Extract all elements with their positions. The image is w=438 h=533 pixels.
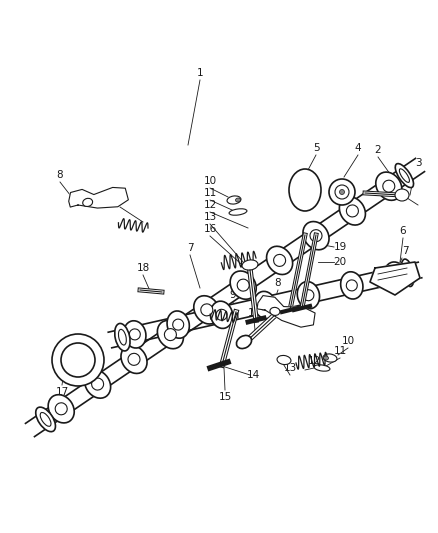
Ellipse shape (48, 394, 74, 423)
Ellipse shape (297, 281, 320, 309)
Text: 3: 3 (415, 158, 421, 168)
Text: 13: 13 (283, 363, 297, 373)
Text: 13: 13 (203, 212, 217, 222)
Ellipse shape (274, 254, 286, 266)
Ellipse shape (390, 270, 401, 281)
Ellipse shape (310, 230, 322, 241)
Ellipse shape (399, 169, 410, 182)
Ellipse shape (210, 301, 233, 328)
Ellipse shape (289, 169, 321, 211)
Text: 4: 4 (355, 143, 361, 153)
Text: 6: 6 (400, 226, 406, 236)
Polygon shape (25, 158, 424, 437)
Ellipse shape (401, 259, 414, 287)
Text: 7: 7 (187, 243, 193, 253)
Ellipse shape (329, 179, 355, 205)
Ellipse shape (55, 403, 67, 415)
Text: 19: 19 (333, 242, 346, 252)
Ellipse shape (395, 164, 413, 188)
Ellipse shape (303, 222, 329, 250)
Text: 15: 15 (219, 392, 232, 402)
Text: 12: 12 (307, 356, 321, 366)
Text: 14: 14 (246, 370, 260, 380)
Ellipse shape (303, 290, 314, 301)
Ellipse shape (314, 365, 330, 371)
Ellipse shape (324, 356, 328, 360)
Ellipse shape (121, 345, 147, 374)
Ellipse shape (167, 311, 189, 338)
Ellipse shape (404, 265, 411, 281)
Text: 18: 18 (136, 263, 150, 273)
Ellipse shape (236, 198, 240, 202)
Ellipse shape (384, 262, 406, 289)
Ellipse shape (346, 280, 357, 291)
Ellipse shape (270, 308, 280, 316)
Ellipse shape (61, 343, 95, 377)
Text: 16: 16 (203, 224, 217, 234)
Ellipse shape (115, 324, 130, 351)
Ellipse shape (216, 309, 227, 320)
Ellipse shape (339, 197, 365, 225)
Ellipse shape (85, 370, 111, 398)
Text: 17: 17 (55, 387, 69, 397)
Text: 11: 11 (333, 346, 346, 356)
Ellipse shape (237, 279, 249, 291)
Text: 2: 2 (374, 145, 381, 155)
Ellipse shape (227, 196, 241, 204)
Text: 11: 11 (203, 188, 217, 198)
Text: 20: 20 (333, 257, 346, 267)
Polygon shape (257, 296, 315, 327)
Polygon shape (69, 188, 128, 208)
Ellipse shape (267, 246, 293, 274)
Text: 10: 10 (203, 176, 216, 186)
Ellipse shape (83, 198, 92, 206)
Ellipse shape (194, 296, 220, 324)
Ellipse shape (341, 272, 363, 299)
Text: 16: 16 (247, 308, 261, 318)
Ellipse shape (383, 180, 395, 192)
Ellipse shape (335, 185, 349, 199)
Ellipse shape (40, 413, 51, 426)
Text: 9: 9 (230, 290, 237, 300)
Text: 1: 1 (197, 68, 203, 78)
Ellipse shape (277, 356, 291, 365)
Polygon shape (370, 262, 420, 295)
Ellipse shape (395, 189, 409, 201)
Ellipse shape (376, 172, 402, 200)
Text: 5: 5 (313, 143, 319, 153)
Ellipse shape (230, 271, 256, 299)
Ellipse shape (129, 329, 140, 340)
Text: 9: 9 (117, 195, 124, 205)
Ellipse shape (164, 329, 177, 341)
Ellipse shape (118, 329, 126, 345)
Ellipse shape (229, 209, 247, 215)
Ellipse shape (36, 407, 56, 432)
Ellipse shape (128, 353, 140, 365)
Polygon shape (108, 262, 422, 348)
Ellipse shape (346, 205, 358, 217)
Ellipse shape (157, 320, 184, 349)
Ellipse shape (173, 319, 184, 330)
Text: 7: 7 (402, 246, 408, 256)
Ellipse shape (339, 190, 345, 195)
Ellipse shape (201, 304, 213, 316)
Text: 10: 10 (342, 336, 355, 346)
Text: 12: 12 (203, 200, 217, 210)
Ellipse shape (254, 292, 276, 319)
Ellipse shape (92, 378, 104, 390)
Text: 8: 8 (57, 170, 64, 180)
Ellipse shape (259, 300, 271, 311)
Text: 8: 8 (275, 278, 281, 288)
Ellipse shape (242, 260, 258, 270)
Ellipse shape (124, 321, 146, 348)
Ellipse shape (237, 335, 251, 349)
Ellipse shape (323, 354, 337, 362)
Ellipse shape (52, 334, 104, 386)
